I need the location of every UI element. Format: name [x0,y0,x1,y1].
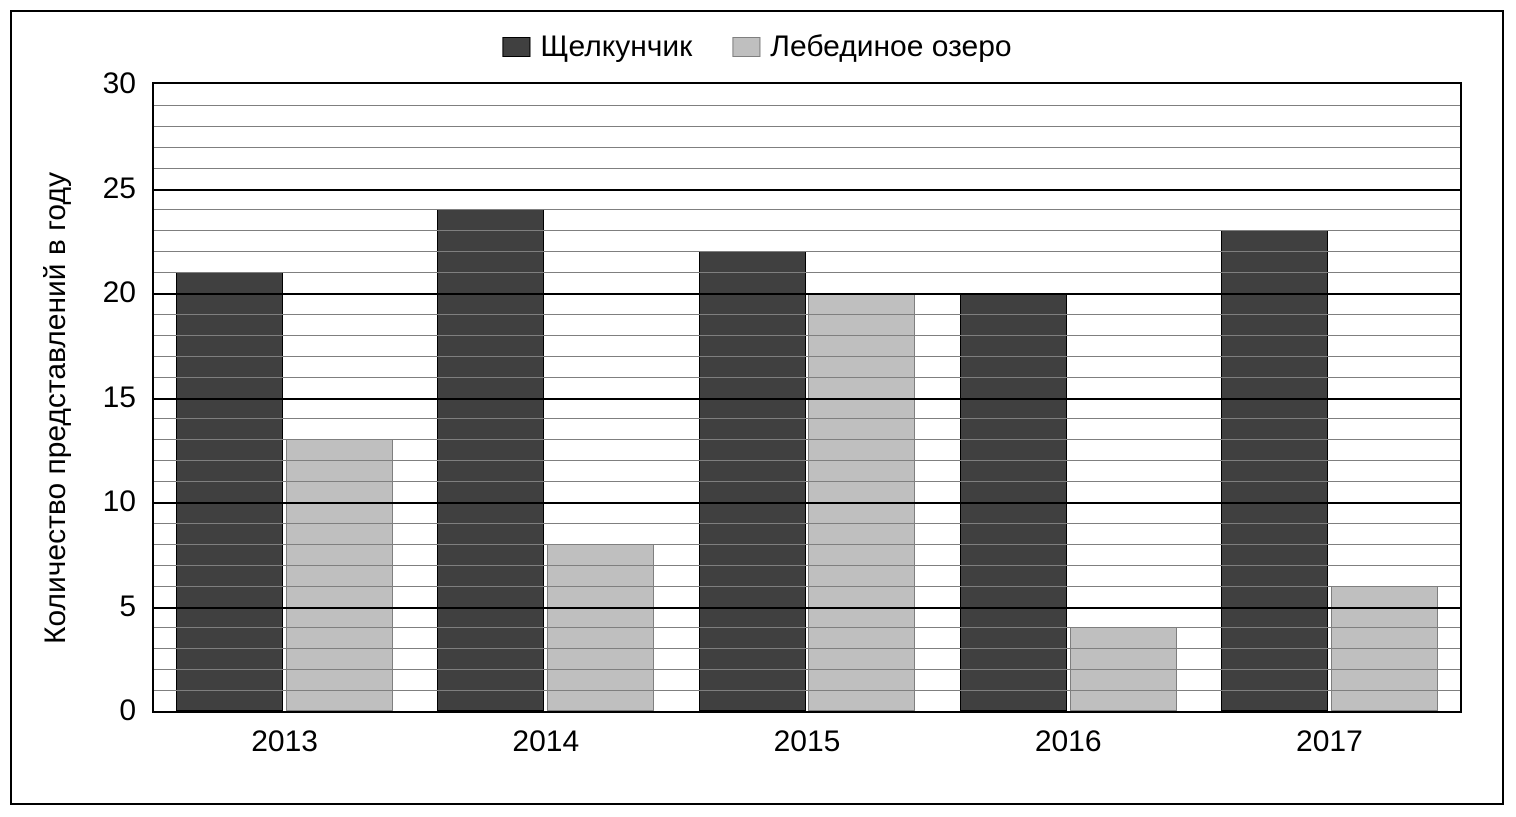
grid-line-minor [154,648,1460,649]
grid-line-minor [154,105,1460,106]
legend-swatch-series-2 [732,37,760,57]
y-tick-label: 30 [103,67,136,101]
grid-line-minor [154,377,1460,378]
x-tick-label: 2017 [1296,725,1363,759]
y-tick-label: 20 [103,276,136,310]
x-tick-label: 2013 [251,725,318,759]
y-tick-label: 25 [103,172,136,206]
legend-item-series-2: Лебединое озеро [732,30,1011,64]
chart-frame: Щелкунчик Лебединое озеро Количество пре… [10,10,1504,805]
legend-item-series-1: Щелкунчик [502,30,692,64]
bar [176,272,283,711]
y-tick-label: 0 [119,694,136,728]
grid-line-minor [154,586,1460,587]
legend-label-series-2: Лебединое озеро [770,30,1011,64]
grid-line-minor [154,356,1460,357]
legend-label-series-1: Щелкунчик [540,30,692,64]
legend: Щелкунчик Лебединое озеро [502,30,1011,64]
grid-line-minor [154,230,1460,231]
grid-line-minor [154,314,1460,315]
grid-line-minor [154,439,1460,440]
x-tick-label: 2014 [512,725,579,759]
y-tick-label: 10 [103,485,136,519]
plot-area: 05101520253020132014201520162017 [152,82,1462,713]
x-tick-label: 2015 [774,725,841,759]
bar [286,439,393,711]
grid-line-minor [154,418,1460,419]
grid-line-minor [154,460,1460,461]
grid-line-minor [154,251,1460,252]
grid-line-major [154,189,1460,191]
y-tick-label: 5 [119,590,136,624]
grid-line-minor [154,481,1460,482]
grid-line-major [154,398,1460,400]
y-tick-label: 15 [103,381,136,415]
grid-line-minor [154,565,1460,566]
legend-swatch-series-1 [502,37,530,57]
grid-line-minor [154,168,1460,169]
grid-line-minor [154,335,1460,336]
x-tick-label: 2016 [1035,725,1102,759]
grid-line-minor [154,147,1460,148]
grid-line-minor [154,627,1460,628]
grid-line-minor [154,209,1460,210]
grid-line-minor [154,272,1460,273]
y-axis-label: Количество представлений в году [39,172,73,644]
grid-line-major [154,502,1460,504]
grid-line-minor [154,523,1460,524]
grid-line-minor [154,669,1460,670]
grid-line-major [154,293,1460,295]
grid-line-major [154,607,1460,609]
grid-line-minor [154,690,1460,691]
grid-line-minor [154,544,1460,545]
grid-line-minor [154,126,1460,127]
bar [1221,230,1328,711]
